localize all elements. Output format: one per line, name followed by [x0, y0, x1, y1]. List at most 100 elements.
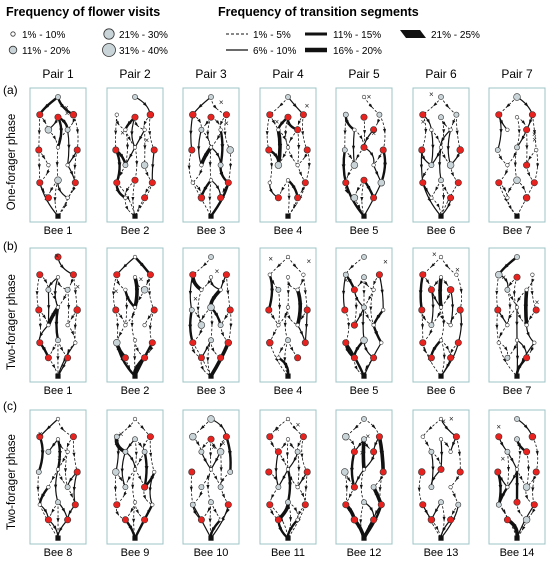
flower: [351, 194, 358, 201]
rewarding-flower: [420, 272, 426, 278]
flower: [506, 163, 510, 167]
flower: [505, 449, 510, 454]
flower-size-3-icon: [104, 29, 114, 39]
flower: [143, 323, 147, 327]
flower: [377, 112, 382, 117]
unvisited-flower-marker: ×: [441, 417, 446, 426]
rewarding-flower: [70, 272, 76, 278]
flower: [295, 449, 300, 454]
row-letter-b: (b): [3, 239, 18, 253]
unvisited-flower-marker: ×: [501, 273, 506, 282]
flower: [132, 437, 137, 442]
rewarding-flower: [64, 355, 70, 361]
unvisited-flower-marker: ×: [383, 258, 388, 267]
rewarding-flower: [529, 112, 535, 118]
rewarding-flower: [36, 307, 42, 313]
rewarding-flower: [223, 272, 229, 278]
row-phase-label: One-forager phase: [6, 114, 18, 211]
rewarding-flower: [36, 147, 42, 153]
panel-frame: [260, 410, 316, 544]
pair-header: Pair 5: [348, 67, 380, 81]
flower: [534, 148, 538, 152]
flower: [439, 338, 443, 342]
bee-label: Bee 12: [347, 547, 382, 559]
flower: [275, 162, 282, 169]
rewarding-flower: [45, 195, 51, 201]
rewarding-flower: [302, 340, 308, 346]
rewarding-flower: [370, 195, 376, 201]
bee-label: Bee 2: [121, 225, 150, 237]
pair-header: Pair 2: [119, 67, 151, 81]
flower: [66, 323, 70, 327]
rewarding-flower: [351, 287, 357, 293]
flower: [218, 485, 223, 490]
nest-box: [55, 374, 60, 379]
flower: [209, 178, 213, 182]
rewarding-flower: [266, 339, 273, 346]
rewarding-flower: [285, 114, 291, 120]
flower: [55, 500, 60, 505]
rewarding-flower: [37, 272, 43, 278]
rewarding-flower: [208, 436, 214, 442]
rewarding-flower: [523, 127, 529, 133]
flower: [38, 503, 42, 507]
rewarding-flower: [149, 340, 155, 346]
flower: [438, 94, 443, 99]
unvisited-flower-marker: ×: [57, 454, 62, 463]
route-panel: ××Bee 5: [336, 88, 392, 237]
rewarding-flower: [420, 502, 426, 508]
unvisited-flower-marker: ×: [75, 282, 80, 291]
rewarding-flower: [370, 517, 376, 523]
rewarding-flower: [217, 195, 223, 201]
route-panel: ××Bee 5: [336, 248, 392, 397]
route-panel: ××Bee 11: [260, 410, 316, 559]
rewarding-flower: [496, 180, 502, 186]
rewarding-flower: [304, 469, 310, 475]
flower-size-4-label: 31% - 40%: [119, 46, 168, 57]
pair-header: Pair 4: [272, 67, 304, 81]
rewarding-flower: [531, 180, 537, 186]
rewarding-flower: [217, 355, 223, 361]
flower: [429, 163, 434, 168]
flower: [438, 178, 443, 183]
rewarding-flower: [378, 502, 384, 508]
bee-label: Bee 1: [44, 225, 73, 237]
rewarding-flower: [420, 180, 426, 186]
flower: [362, 95, 366, 99]
flower: [353, 128, 357, 132]
panel-frame: [413, 410, 469, 544]
flower: [342, 433, 349, 440]
unvisited-flower-marker: ×: [429, 90, 434, 99]
rewarding-flower: [147, 272, 153, 278]
rewarding-flower: [113, 147, 119, 153]
rewarding-flower: [351, 516, 358, 523]
route-panel: ××Bee 3: [183, 88, 239, 237]
flower: [505, 287, 510, 292]
rewarding-flower: [266, 147, 272, 153]
nest-box: [361, 374, 366, 379]
bee-label: Bee 4: [274, 225, 303, 237]
flower: [141, 286, 148, 293]
rewarding-flower: [447, 195, 453, 201]
nest-box: [514, 374, 519, 379]
flower: [351, 162, 358, 169]
flower: [439, 437, 443, 441]
flower: [55, 94, 60, 99]
flower: [286, 178, 290, 182]
rewarding-flower: [72, 180, 78, 186]
route-panel: ××Bee 2: [107, 248, 163, 397]
flower: [343, 112, 348, 117]
bee-label: Bee 8: [44, 547, 73, 559]
flower-size-2-icon: [9, 46, 17, 54]
rewarding-flower: [457, 469, 463, 475]
rewarding-flower: [523, 162, 529, 168]
transition-21-25-shape: [400, 30, 426, 38]
unvisited-flower-marker: ×: [221, 439, 226, 448]
row-phase-label: Two-forager phase: [6, 434, 18, 530]
flower: [200, 163, 204, 167]
route-panel: ××Bee 10: [183, 410, 239, 559]
rewarding-flower: [198, 194, 205, 201]
flower: [189, 307, 194, 312]
bee-label: Bee 11: [271, 547, 305, 559]
